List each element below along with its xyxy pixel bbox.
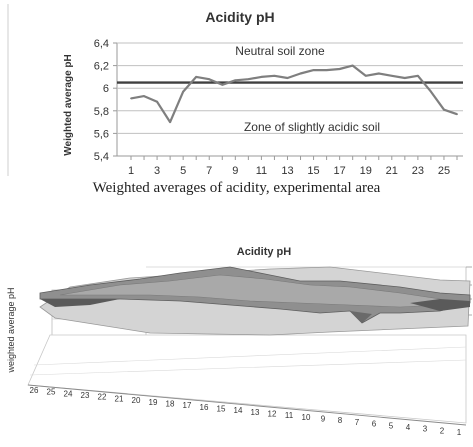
surface-x-tick-label: 5 bbox=[389, 421, 394, 430]
y-tick-label: 6,2 bbox=[94, 61, 109, 73]
surface-x-tick-label: 13 bbox=[251, 408, 260, 417]
data-point bbox=[299, 72, 302, 75]
x-tick-label: 21 bbox=[386, 165, 398, 177]
acidity-surface-chart: Acidity pH weighted average pH bbox=[6, 246, 472, 437]
floor-gridline bbox=[33, 346, 467, 366]
surface-x-tick-label: 17 bbox=[183, 401, 192, 410]
y-tick-label: 6 bbox=[103, 83, 109, 95]
surface-x-tick-label: 3 bbox=[423, 425, 428, 434]
data-point bbox=[143, 95, 145, 98]
annotation-neutral-zone: Neutral soil zone bbox=[235, 44, 325, 58]
surface-x-tick-label: 12 bbox=[268, 410, 277, 419]
x-tick-label: 25 bbox=[438, 165, 450, 177]
x-tick-label: 17 bbox=[334, 165, 346, 177]
x-tick-label: 13 bbox=[281, 165, 293, 177]
surface-mesh-shadow bbox=[410, 299, 470, 311]
data-point bbox=[325, 69, 328, 72]
acidity-line-chart: Acidity pH Weighted average pH 5,4 5,6 5,8… bbox=[0, 0, 473, 178]
surface-x-tick-label: 9 bbox=[321, 415, 326, 424]
surface-mesh-shadow bbox=[40, 299, 120, 307]
data-point bbox=[247, 78, 250, 81]
x-tick-label: 11 bbox=[256, 165, 267, 177]
surface-x-tick-label: 20 bbox=[132, 396, 141, 405]
figure-caption: Weighted averages of acidity, experiment… bbox=[92, 180, 381, 196]
data-point bbox=[416, 74, 419, 77]
chart-background bbox=[0, 0, 473, 178]
data-point bbox=[156, 100, 158, 103]
data-point bbox=[273, 74, 276, 77]
data-point bbox=[377, 72, 380, 75]
surface-x-tick-label: 26 bbox=[30, 386, 39, 395]
data-point bbox=[456, 113, 458, 116]
data-point bbox=[260, 76, 263, 78]
chart-title: Acidity pH bbox=[205, 9, 274, 25]
data-point bbox=[221, 83, 224, 86]
surface-x-tick-label: 1 bbox=[457, 428, 462, 437]
y-tick-label: 5,8 bbox=[94, 106, 109, 118]
surface-x-tick-label: 8 bbox=[338, 416, 343, 425]
surface-x-tick-label: 21 bbox=[115, 394, 124, 403]
surface-x-tick-label: 23 bbox=[81, 391, 90, 400]
surface-x-tick-label: 14 bbox=[234, 406, 243, 415]
surface-x-tick-label: 16 bbox=[200, 403, 209, 412]
y-axis-label: Weighted average pH bbox=[63, 54, 74, 156]
y-tick-label: 5,4 bbox=[94, 151, 109, 163]
series-ph-line bbox=[130, 64, 458, 124]
x-tick-label: 19 bbox=[360, 165, 372, 177]
floor-plane bbox=[27, 334, 467, 424]
data-point bbox=[338, 68, 341, 70]
data-point bbox=[195, 76, 198, 78]
surface-x-tick-label: 10 bbox=[302, 413, 311, 422]
data-point bbox=[403, 77, 406, 79]
data-point bbox=[182, 90, 185, 93]
surface-x-tick-label: 24 bbox=[64, 389, 73, 398]
x-tick-label: 7 bbox=[206, 165, 212, 177]
surface-x-tick-label: 19 bbox=[149, 398, 158, 407]
x-tick-label: 15 bbox=[307, 165, 319, 177]
data-point bbox=[443, 108, 445, 111]
data-point bbox=[234, 79, 237, 82]
y-tick-label: 5,6 bbox=[94, 128, 109, 140]
surface-x-tick-label: 6 bbox=[372, 420, 377, 429]
x-tick-label: 23 bbox=[412, 165, 424, 177]
data-point bbox=[364, 74, 367, 77]
data-point bbox=[169, 121, 172, 123]
data-point bbox=[430, 90, 432, 93]
data-point bbox=[130, 97, 132, 100]
floor-gridline bbox=[29, 359, 467, 376]
surface-mesh-dip bbox=[350, 311, 372, 323]
surface-x-tick-label: 18 bbox=[166, 399, 175, 408]
data-point bbox=[351, 64, 354, 67]
surface-x-tick-label: 11 bbox=[285, 411, 294, 420]
surface-x-tick-label: 2 bbox=[440, 426, 445, 435]
surface-x-axis-line bbox=[27, 384, 467, 426]
surface-x-tick-label: 25 bbox=[47, 388, 56, 397]
data-point bbox=[208, 78, 211, 81]
data-point bbox=[312, 69, 315, 72]
surface-x-tick-label: 4 bbox=[406, 423, 411, 432]
x-tick-label: 5 bbox=[180, 165, 186, 177]
surface-z-axis-label: weighted average pH bbox=[6, 287, 16, 373]
annotation-acidic-zone: Zone of slightly acidic soil bbox=[244, 120, 380, 134]
surface-x-tick-label: 7 bbox=[355, 418, 360, 427]
surface-mesh bbox=[39, 266, 471, 324]
surface-x-tick-label: 15 bbox=[217, 404, 226, 413]
surface-floor-grid bbox=[27, 334, 467, 426]
x-tick-label: 9 bbox=[232, 165, 238, 177]
x-tick-label: 3 bbox=[154, 165, 160, 177]
x-tick-label: 1 bbox=[128, 165, 134, 177]
data-point bbox=[390, 74, 393, 77]
surface-chart-title: Acidity pH bbox=[237, 246, 291, 258]
y-tick-label: 6,4 bbox=[94, 38, 109, 50]
data-point bbox=[286, 77, 289, 79]
surface-x-tick-label: 22 bbox=[98, 393, 107, 402]
